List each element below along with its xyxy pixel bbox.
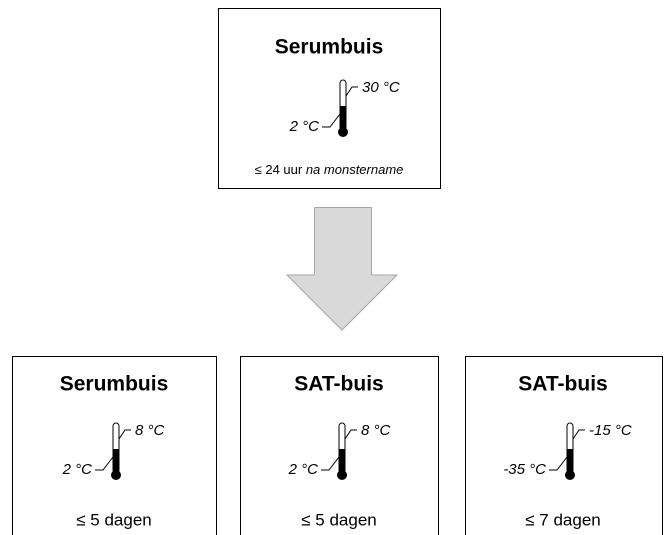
max-temp: 8 °C bbox=[361, 422, 391, 439]
thermometer-fill bbox=[340, 106, 346, 130]
condition: ≤ 7 dagen bbox=[525, 510, 601, 529]
max-leader bbox=[572, 429, 585, 440]
min-leader bbox=[321, 456, 340, 471]
min-temp: 2 °C bbox=[289, 118, 320, 135]
arrow-head bbox=[285, 274, 399, 331]
condition: ≤ 5 dagen bbox=[76, 510, 152, 529]
box bbox=[465, 356, 663, 535]
thermometer-bulb bbox=[565, 470, 575, 480]
thermometer-bulb bbox=[337, 470, 347, 480]
thermometer-fill bbox=[567, 449, 573, 473]
condition-main: ≤ 24 uur bbox=[255, 162, 303, 177]
box-title: SAT-buis bbox=[294, 373, 383, 396]
min-temp: 2 °C bbox=[62, 461, 93, 478]
top-box bbox=[218, 8, 441, 189]
max-temp: 30 °C bbox=[362, 79, 400, 96]
arrow-fill bbox=[314, 207, 372, 277]
box-title: SAT-buis bbox=[518, 373, 607, 396]
min-leader bbox=[549, 456, 568, 471]
box-title: Serumbuis bbox=[275, 36, 384, 59]
max-temp: -15 °C bbox=[589, 422, 632, 439]
arrow-outline bbox=[314, 207, 372, 275]
min-temp: 2 °C bbox=[288, 461, 319, 478]
max-leader bbox=[118, 429, 131, 440]
min-temp: -35 °C bbox=[503, 461, 546, 478]
condition: ≤ 24 uur na monstername bbox=[255, 162, 404, 177]
thermometer-bulb bbox=[338, 127, 348, 137]
thermometer-fill bbox=[339, 449, 345, 473]
condition: ≤ 5 dagen bbox=[301, 510, 377, 529]
condition-note: na monstername bbox=[306, 162, 404, 177]
max-leader bbox=[344, 429, 357, 440]
thermometer-fill bbox=[113, 449, 119, 473]
min-leader bbox=[95, 456, 114, 471]
thermometer-bulb bbox=[111, 470, 121, 480]
min-leader bbox=[322, 113, 341, 128]
max-leader bbox=[345, 86, 358, 97]
box-title: Serumbuis bbox=[60, 373, 169, 396]
max-temp: 8 °C bbox=[135, 422, 165, 439]
